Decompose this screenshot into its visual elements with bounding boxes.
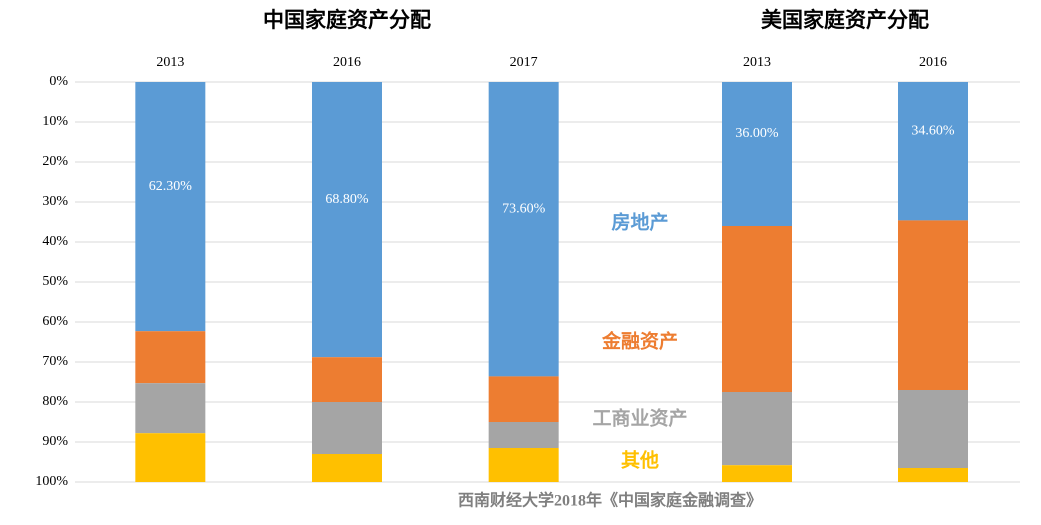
legend-label: 金融资产	[601, 329, 678, 352]
value-label: 68.80%	[325, 192, 369, 207]
bar-segment	[722, 226, 792, 392]
legend-label: 房地产	[611, 210, 668, 233]
x-tick-label: 2016	[333, 55, 361, 70]
y-tick-label: 0%	[49, 74, 68, 89]
bar-segment	[898, 390, 968, 468]
y-tick-label: 50%	[42, 274, 68, 289]
bar-segment	[898, 220, 968, 390]
bar-segment	[135, 383, 206, 434]
bar-segment	[898, 468, 968, 482]
bar-segment	[312, 454, 382, 482]
y-tick-label: 60%	[42, 314, 68, 329]
y-tick-label: 70%	[42, 354, 68, 369]
x-tick-label: 2013	[743, 55, 771, 70]
chart-title: 中国家庭资产分配	[263, 8, 431, 32]
bar-segment	[722, 82, 792, 226]
y-tick-label: 90%	[42, 434, 68, 449]
y-tick-label: 40%	[42, 234, 68, 249]
bar-segment	[488, 422, 559, 448]
bar-segment	[488, 376, 559, 422]
y-tick-label: 30%	[42, 194, 68, 209]
x-tick-label: 2017	[510, 55, 538, 70]
bar-segment	[135, 331, 206, 384]
bar-segment	[488, 82, 559, 377]
x-tick-label: 2013	[156, 55, 184, 70]
value-label: 73.60%	[502, 201, 546, 216]
value-label: 36.00%	[735, 126, 779, 141]
chart-title: 美国家庭资产分配	[761, 8, 929, 32]
bar-segment	[722, 465, 792, 482]
y-tick-label: 80%	[42, 394, 68, 409]
bar-segment	[135, 433, 206, 482]
bar-segment	[312, 402, 382, 454]
bar-segment	[722, 392, 792, 466]
y-tick-label: 100%	[35, 474, 68, 489]
value-label: 34.60%	[911, 123, 955, 138]
legend-label: 其他	[621, 448, 659, 471]
value-label: 62.30%	[149, 179, 193, 194]
legend-label: 工商业资产	[592, 406, 687, 429]
y-tick-label: 20%	[42, 154, 68, 169]
bar-segment	[312, 357, 382, 402]
x-tick-label: 2016	[919, 55, 947, 70]
bar-segment	[898, 82, 968, 221]
bar-segment	[312, 82, 382, 358]
bar-segment	[135, 82, 206, 332]
bar-segment	[488, 448, 559, 482]
source-note: 西南财经大学2018年《中国家庭金融调查》	[458, 491, 762, 510]
y-tick-label: 10%	[42, 114, 68, 129]
